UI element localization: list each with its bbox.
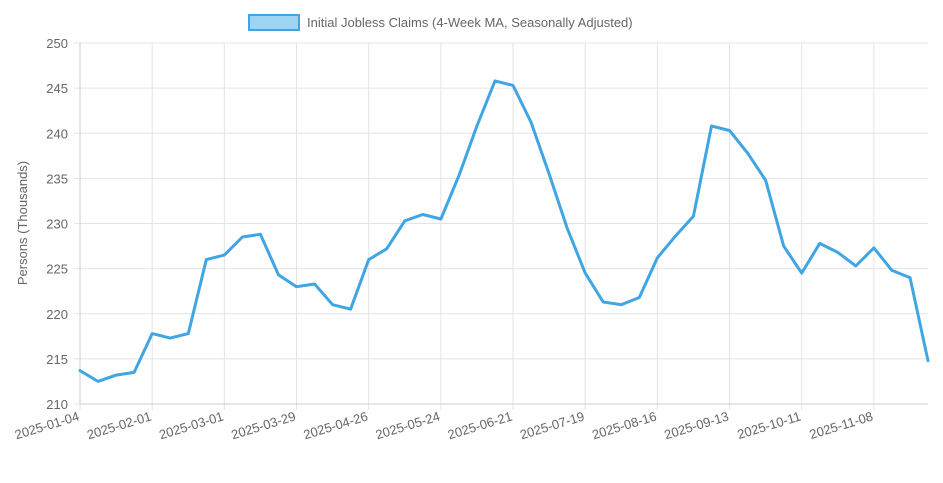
data-point[interactable] xyxy=(870,244,878,252)
series xyxy=(76,77,932,385)
data-point[interactable] xyxy=(744,149,752,157)
data-point[interactable] xyxy=(76,367,84,375)
data-point[interactable] xyxy=(473,122,481,130)
data-point[interactable] xyxy=(671,232,679,240)
data-point[interactable] xyxy=(274,271,282,279)
data-point[interactable] xyxy=(256,230,264,238)
x-tick-label: 2025-04-26 xyxy=(302,409,370,443)
data-point[interactable] xyxy=(852,262,860,270)
data-point[interactable] xyxy=(563,224,571,232)
data-point[interactable] xyxy=(329,301,337,309)
data-point[interactable] xyxy=(365,256,373,264)
data-point[interactable] xyxy=(599,298,607,306)
data-point[interactable] xyxy=(816,239,824,247)
y-tick-label: 235 xyxy=(46,171,68,186)
x-tick-label: 2025-07-19 xyxy=(518,409,586,443)
x-tick-label: 2025-02-01 xyxy=(85,409,153,443)
data-point[interactable] xyxy=(94,377,102,385)
y-tick-label: 225 xyxy=(46,262,68,277)
data-point[interactable] xyxy=(762,176,770,184)
data-point[interactable] xyxy=(581,269,589,277)
y-tick-label: 240 xyxy=(46,126,68,141)
data-point[interactable] xyxy=(491,77,499,85)
data-point[interactable] xyxy=(509,81,517,89)
data-point[interactable] xyxy=(401,217,409,225)
axes xyxy=(79,43,928,405)
series-line[interactable] xyxy=(78,79,930,383)
data-point[interactable] xyxy=(166,334,174,342)
x-tick-label: 2025-11-08 xyxy=(808,409,875,443)
data-point[interactable] xyxy=(726,127,734,135)
x-tick-label: 2025-10-11 xyxy=(736,409,803,443)
data-point[interactable] xyxy=(238,233,246,241)
data-point[interactable] xyxy=(798,269,806,277)
x-tick-label: 2025-08-16 xyxy=(590,409,658,443)
y-tick-labels: 210 215 220 225 230 235 240 245 250 xyxy=(46,36,68,412)
data-point[interactable] xyxy=(780,242,788,250)
y-axis-title: Persons (Thousands) xyxy=(15,161,30,285)
data-point[interactable] xyxy=(220,251,228,259)
y-tick-label: 215 xyxy=(46,352,68,367)
data-point[interactable] xyxy=(419,210,427,218)
y-tick-label: 250 xyxy=(46,36,68,51)
data-point[interactable] xyxy=(311,280,319,288)
data-point[interactable] xyxy=(455,172,463,180)
data-point[interactable] xyxy=(130,368,138,376)
data-point[interactable] xyxy=(635,294,643,302)
x-tick-label: 2025-05-24 xyxy=(374,409,442,443)
data-point[interactable] xyxy=(437,215,445,223)
x-tick-label: 2025-01-04 xyxy=(13,409,81,443)
data-point[interactable] xyxy=(347,305,355,313)
data-point[interactable] xyxy=(906,274,914,282)
data-point[interactable] xyxy=(689,212,697,220)
data-point[interactable] xyxy=(924,357,932,365)
x-tick-label: 2025-09-13 xyxy=(662,409,730,443)
y-tick-label: 245 xyxy=(46,81,68,96)
x-tick-label: 2025-03-01 xyxy=(157,409,225,443)
y-tick-label: 210 xyxy=(46,397,68,412)
grid xyxy=(74,42,928,410)
data-point[interactable] xyxy=(202,256,210,264)
legend-swatch xyxy=(248,14,300,31)
data-point[interactable] xyxy=(707,122,715,130)
legend[interactable]: Initial Jobless Claims (4-Week MA, Seaso… xyxy=(248,14,633,31)
y-tick-label: 230 xyxy=(46,217,68,232)
data-point[interactable] xyxy=(834,248,842,256)
x-tick-label: 2025-06-21 xyxy=(446,409,514,443)
x-tick-label: 2025-03-29 xyxy=(229,409,297,443)
data-point[interactable] xyxy=(184,330,192,338)
data-point[interactable] xyxy=(112,371,120,379)
data-point[interactable] xyxy=(383,245,391,253)
legend-label: Initial Jobless Claims (4-Week MA, Seaso… xyxy=(307,15,633,30)
data-point[interactable] xyxy=(527,118,535,126)
data-point[interactable] xyxy=(888,266,896,274)
y-tick-label: 220 xyxy=(46,307,68,322)
data-point[interactable] xyxy=(148,330,156,338)
x-tick-labels: 2025-01-04 2025-02-01 2025-03-01 2025-03-29… xyxy=(13,409,875,443)
data-point[interactable] xyxy=(617,301,625,309)
data-point[interactable] xyxy=(653,254,661,262)
data-point[interactable] xyxy=(545,170,553,178)
data-point[interactable] xyxy=(293,283,301,291)
